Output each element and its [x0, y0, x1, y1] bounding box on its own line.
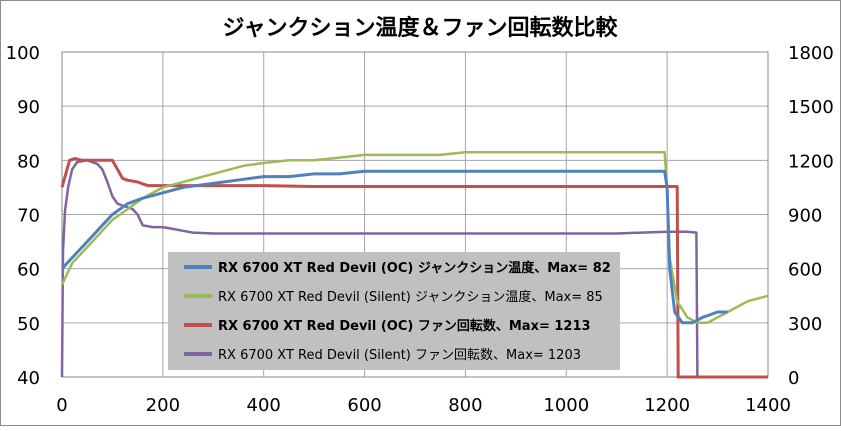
series-line-1 [60, 169, 728, 325]
x-tick-label: 1000 [543, 395, 589, 416]
x-tick-label: 200 [146, 395, 180, 416]
y-left-tick-label: 80 [17, 151, 40, 172]
x-tick-label: 400 [247, 395, 281, 416]
legend-entry-label: RX 6700 XT Red Devil (OC) ジャンクション温度、Max=… [218, 260, 611, 276]
y-right-tick-label: 900 [788, 206, 822, 227]
y-left-tick-label: 70 [17, 206, 40, 227]
plot-area [61, 51, 769, 378]
y-right-tick-label: 1800 [788, 43, 834, 64]
series-lines [60, 150, 769, 379]
y-left-tick-label: 50 [17, 314, 40, 335]
legend: RX 6700 XT Red Devil (OC) ジャンクション温度、Max=… [168, 252, 620, 370]
legend-entry-label: RX 6700 XT Red Devil (OC) ファン回転数、Max= 12… [218, 318, 591, 334]
x-tick-label: 600 [347, 395, 381, 416]
y-left-tick-label: 60 [17, 260, 40, 281]
y-right-tick-label: 0 [788, 368, 799, 389]
legend-box [168, 252, 620, 370]
legend-entry-label: RX 6700 XT Red Devil (Silent) ファン回転数、Max… [218, 348, 581, 363]
y-left-tick-label: 100 [6, 43, 40, 64]
x-tick-label: 1400 [745, 395, 791, 416]
x-tick-label: 0 [56, 395, 67, 416]
y-right-tick-label: 1200 [788, 151, 834, 172]
y-right-tick-label: 300 [788, 314, 822, 335]
chart-title: ジャンクション温度＆ファン回転数比較 [223, 15, 619, 41]
x-tick-label: 800 [448, 395, 482, 416]
legend-entry-label: RX 6700 XT Red Devil (Silent) ジャンクション温度、… [218, 289, 603, 305]
series-line-2 [60, 150, 769, 325]
x-tick-label: 1200 [644, 395, 690, 416]
y-left-tick-label: 90 [17, 97, 40, 118]
y-right-tick-label: 1500 [788, 97, 834, 118]
y-right-tick-label: 600 [788, 260, 822, 281]
y-left-tick-label: 40 [17, 368, 40, 389]
